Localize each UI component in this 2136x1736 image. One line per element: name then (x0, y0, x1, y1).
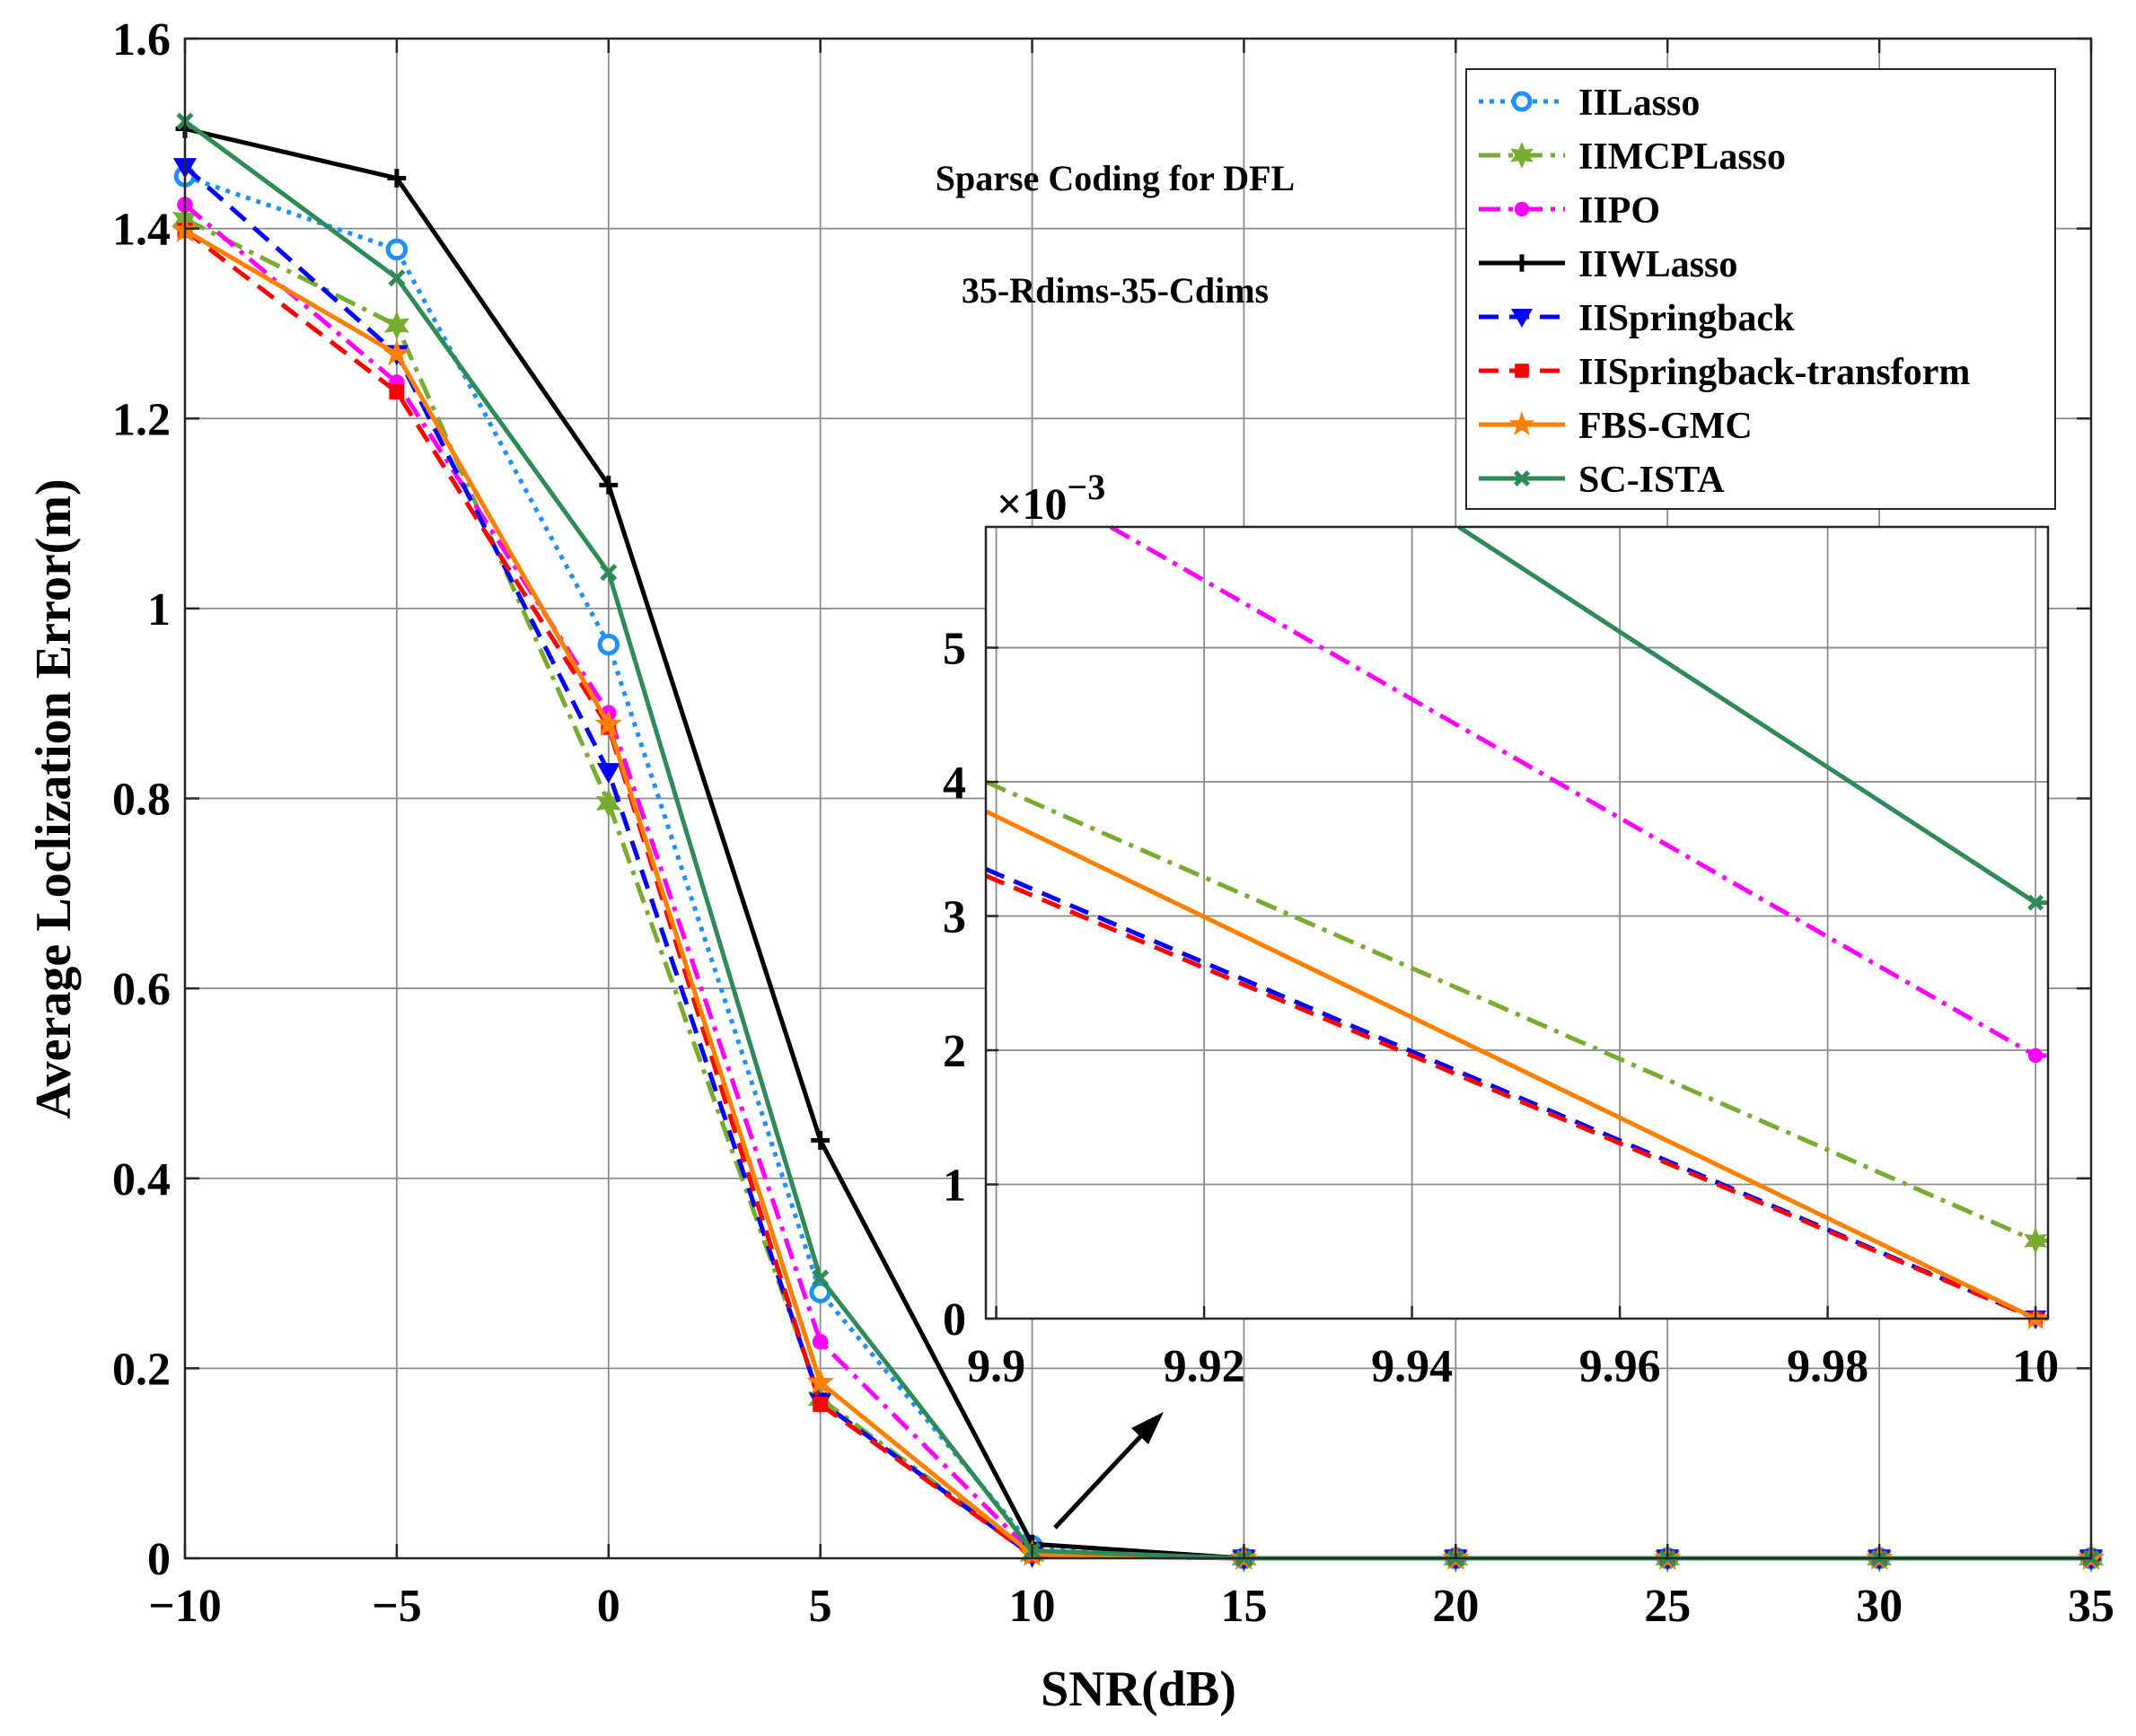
x-tick-label: 15 (1220, 1581, 1267, 1632)
data-point-iiwlasso (811, 1131, 831, 1150)
series-line-iispringback-transform (183, 228, 2091, 1561)
legend-item-sc-ista: SC-ISTA (1479, 460, 1725, 501)
chart-subtitle: 35-Rdims-35-Cdims (962, 270, 1269, 311)
legend-label-iimcplasso: IIMCPLasso (1578, 136, 1786, 178)
data-point-iispringback-transform (389, 384, 405, 400)
x-tick-label: 10 (1009, 1581, 1056, 1632)
legend-item-iimcplasso: IIMCPLasso (1479, 136, 1786, 178)
y-axis-label: Average Loclization Error(m) (26, 478, 82, 1118)
legend: IILasso IIMCPLasso IIPO IIWLasso IISpringbac… (1465, 68, 2056, 510)
legend-item-iispringback-transform: IISpringback-transform (1479, 352, 1970, 393)
zoom-arrow (1053, 1412, 1164, 1530)
inset-grid (986, 527, 2048, 1319)
legend-marker-sc-ista (1514, 470, 1530, 487)
data-point-fbs-gmc (594, 709, 623, 737)
legend-label-iilasso: IILasso (1578, 83, 1700, 124)
inset-data-point-sc-ista (2027, 894, 2044, 911)
inset-x-tick-label: 10 (2012, 1341, 2059, 1392)
zoom-arrow-shaft (1053, 1427, 1149, 1530)
y-tick-label: 1.6 (112, 14, 171, 66)
data-point-iilasso (597, 633, 620, 656)
data-point-iiwlasso (387, 169, 407, 188)
inset-ticks: 9.9 9.92 9.94 9.96 9.98 10 0 1 2 3 4 5 (943, 624, 2059, 1392)
legend-item-iispringback: IISpringback (1479, 298, 1795, 339)
x-tick-label: −5 (372, 1581, 422, 1632)
x-tick-label: 0 (597, 1581, 620, 1632)
inset-x-tick-label: 9.92 (1164, 1341, 1245, 1392)
chart-title: Sparse Coding for DFL (936, 158, 1295, 198)
x-tick-label: 5 (809, 1581, 832, 1632)
x-tick-label: 35 (2068, 1581, 2114, 1632)
x-tick-label: 25 (1644, 1581, 1691, 1632)
data-point-fbs-gmc (806, 1368, 835, 1395)
inset-series-sc-ista (1457, 524, 2048, 911)
y-tick-label: 0.4 (112, 1154, 171, 1206)
legend-marker-iilasso (1511, 91, 1533, 112)
legend-marker-fbs-gmc (1508, 411, 1535, 436)
x-axis-label: SNR(dB) (1041, 1661, 1236, 1717)
legend-label-iiwlasso: IIWLasso (1578, 244, 1737, 285)
legend-marker-iipo (1514, 201, 1530, 217)
inset-y-tick-label: 3 (943, 892, 966, 943)
y-tick-label: 0.8 (112, 775, 171, 826)
inset-data-point-iimcplasso (2024, 1227, 2048, 1255)
inset-chart: 9.9 9.92 9.94 9.96 9.98 10 0 1 2 3 4 5 ×10−3 (943, 467, 2059, 1392)
data-point-sc-ista (388, 269, 406, 287)
legend-item-fbs-gmc: FBS-GMC (1479, 406, 1753, 447)
inset-exponent-label: ×10−3 (997, 467, 1105, 529)
inset-exponent-power: −3 (1068, 467, 1106, 507)
inset-plot-area (986, 527, 2048, 1319)
x-tick-label: 30 (1856, 1581, 1903, 1632)
legend-label-sc-ista: SC-ISTA (1578, 460, 1725, 501)
x-tick-label: −10 (148, 1581, 222, 1632)
inset-data-point-iipo (2027, 1048, 2044, 1064)
data-point-iimcplasso (595, 788, 621, 818)
data-point-iispringback (596, 763, 620, 784)
legend-item-iipo: IIPO (1479, 190, 1660, 232)
inset-y-tick-label: 2 (943, 1026, 966, 1077)
x-tick-label: 20 (1432, 1581, 1479, 1632)
inset-plot-frame (984, 525, 2050, 1320)
y-tick-label: 1.2 (112, 394, 171, 445)
legend-marker-iispringback (1511, 309, 1533, 328)
data-point-iiwlasso (599, 475, 619, 495)
legend-label-iipo: IIPO (1578, 190, 1660, 232)
y-tick-label: 1 (147, 584, 171, 636)
y-tick-label: 0.2 (112, 1344, 171, 1395)
legend-label-fbs-gmc: FBS-GMC (1578, 406, 1753, 447)
inset-series-iipo (1109, 524, 2048, 1064)
data-point-iipo (812, 1333, 829, 1350)
main-ticks: −10 −5 0 5 10 15 20 25 30 3500.20.40.60.811.21.41… (112, 14, 2114, 1632)
inset-x-tick-label: 9.98 (1787, 1341, 1868, 1392)
inset-y-tick-label: 5 (943, 624, 966, 675)
y-tick-label: 0 (147, 1534, 171, 1585)
data-point-sc-ista (812, 1269, 830, 1287)
inset-x-tick-label: 9.94 (1371, 1341, 1453, 1392)
data-point-iispringback-transform (813, 1397, 829, 1413)
legend-label-iispringback-transform: IISpringback-transform (1578, 352, 1970, 393)
inset-y-tick-label: 4 (943, 758, 966, 809)
data-point-iimcplasso (383, 311, 409, 340)
y-tick-label: 1.4 (112, 205, 171, 256)
inset-y-tick-label: 1 (943, 1161, 966, 1212)
legend-marker-iimcplasso (1510, 142, 1534, 169)
legend-item-iilasso: IILasso (1479, 83, 1700, 124)
inset-exponent-base: ×10 (997, 478, 1068, 529)
inset-x-tick-label: 9.96 (1579, 1341, 1661, 1392)
data-point-iilasso (385, 238, 409, 261)
legend-item-iiwlasso: IIWLasso (1479, 244, 1737, 285)
inset-y-tick-label: 0 (943, 1294, 966, 1346)
zoom-arrow-head (1131, 1412, 1164, 1444)
legend-marker-iiwlasso (1513, 254, 1531, 272)
data-point-fbs-gmc (382, 339, 411, 366)
y-tick-label: 0.6 (112, 964, 171, 1015)
inset-series-iimcplasso (984, 779, 2048, 1255)
legend-marker-iispringback-transform (1515, 364, 1529, 378)
legend-label-iispringback: IISpringback (1578, 298, 1795, 339)
data-point-sc-ista (600, 564, 618, 582)
inset-x-tick-label: 9.9 (967, 1341, 1025, 1392)
legend-box (1465, 68, 2056, 510)
